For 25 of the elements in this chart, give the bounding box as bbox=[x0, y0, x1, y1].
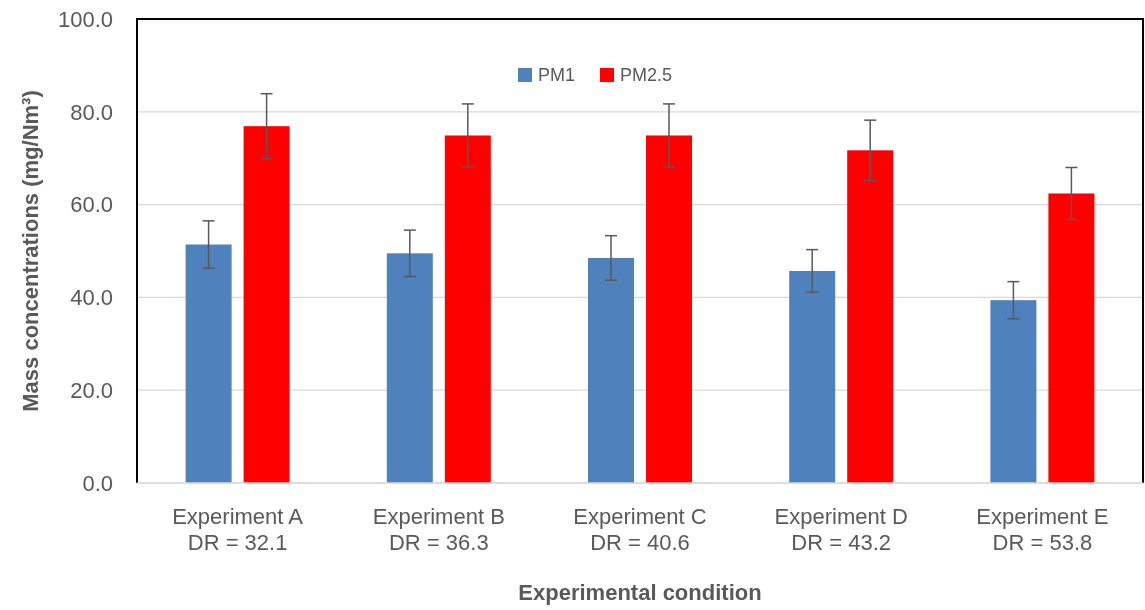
y-tick-label: 100.0 bbox=[57, 6, 113, 32]
legend-label: PM1 bbox=[538, 65, 576, 86]
bar bbox=[444, 135, 491, 483]
y-tick-label: 80.0 bbox=[70, 99, 113, 125]
y-axis-title: Mass concentrations (mg/Nm³) bbox=[18, 90, 43, 412]
bar bbox=[646, 135, 692, 483]
y-tick-label: 60.0 bbox=[70, 192, 113, 218]
y-tick-label: 20.0 bbox=[70, 377, 113, 403]
x-axis-title: Experimental condition bbox=[518, 580, 762, 605]
y-tick-label: 0.0 bbox=[82, 470, 113, 496]
bar bbox=[1048, 193, 1095, 483]
y-tick-label: 40.0 bbox=[70, 285, 113, 311]
bar bbox=[185, 244, 232, 483]
x-tick-label: Experiment D DR = 43.2 bbox=[774, 504, 908, 555]
x-tick-label: Experiment C DR = 40.6 bbox=[573, 504, 707, 555]
bar bbox=[243, 126, 290, 483]
x-tick-label: Experiment B DR = 36.3 bbox=[372, 504, 505, 555]
bar bbox=[386, 253, 433, 483]
bar bbox=[847, 150, 894, 483]
legend-label: PM2.5 bbox=[620, 65, 673, 86]
bar bbox=[789, 270, 836, 483]
bar bbox=[588, 257, 634, 483]
x-tick-label: Experiment A DR = 32.1 bbox=[172, 504, 304, 555]
x-tick-label: Experiment E DR = 53.8 bbox=[976, 504, 1109, 555]
bar bbox=[990, 300, 1037, 483]
